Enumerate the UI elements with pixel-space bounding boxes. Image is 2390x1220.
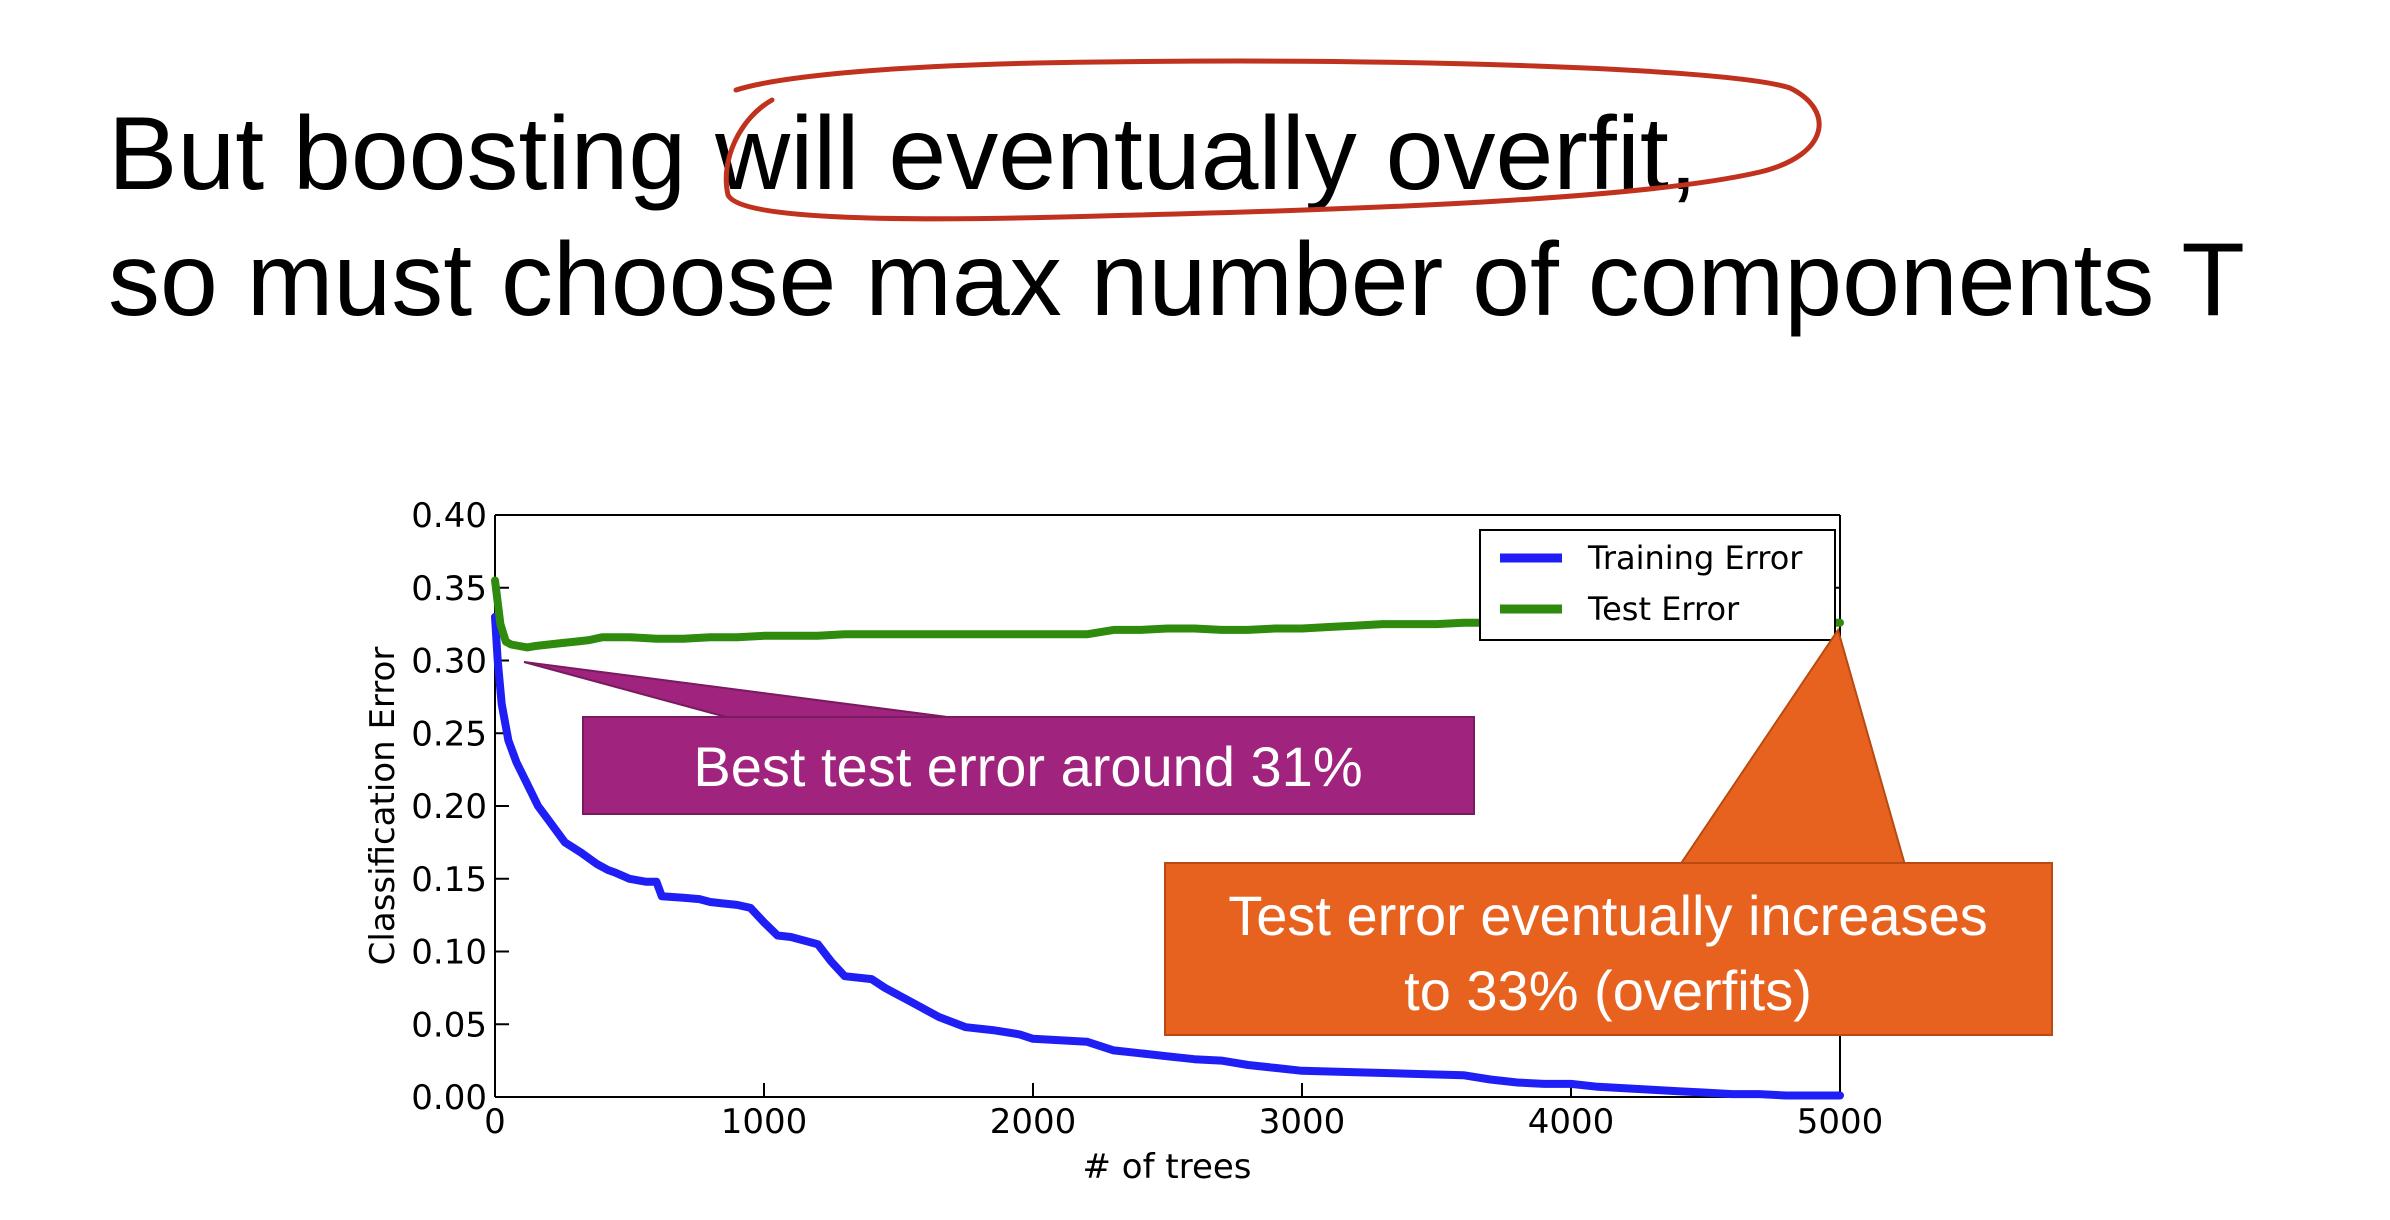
callout-overfit-text-line-1: Test error eventually increases [1228,884,1987,947]
legend-label-training: Training Error [1587,539,1803,577]
callout-best-test-error: Best test error around 31% [523,661,1475,815]
slide-title-line-2: so must choose max number of components … [108,222,2245,338]
x-tick-label: 3000 [1259,1102,1346,1142]
series-line-training-error [491,612,1844,1100]
x-tick-label: 5000 [1797,1102,1884,1142]
y-tick-label: 0.25 [411,714,487,754]
callout-overfit-text-line-2: to 33% (overfits) [1404,959,1812,1022]
x-axis-label: # of trees [1083,1147,1252,1187]
y-axis-label: Classification Error [363,647,403,966]
x-tick-label: 2000 [990,1102,1077,1142]
callout-overfit-pointer [1678,627,1907,866]
ink-circle-annotation [723,58,1822,222]
y-tick-label: 0.40 [411,496,487,536]
callout-best-box [582,716,1475,815]
y-tick-label: 0.20 [411,787,487,827]
x-tick-label: 0 [484,1102,506,1142]
callout-overfit: Test error eventually increases to 33% (… [1164,627,2053,1036]
callout-overfit-box [1164,862,2053,1036]
series-line-test-error [491,576,1844,652]
y-tick-label: 0.35 [411,569,487,609]
legend-box [1479,529,1836,641]
slide-title-line-1: But boosting will eventually overfit, [108,96,1698,212]
x-tick-label: 4000 [1528,1102,1615,1142]
y-tick-label: 0.05 [411,1005,487,1045]
legend: Training Error Test Error [1479,529,1836,641]
callout-best-text: Best test error around 31% [693,735,1362,798]
y-tick-label: 0.10 [411,933,487,973]
x-tick-label: 1000 [721,1102,808,1142]
y-tick-label: 0.00 [411,1078,487,1118]
callout-best-pointer [523,661,956,719]
legend-label-test: Test Error [1587,590,1740,628]
y-tick-label: 0.30 [411,642,487,682]
y-tick-label: 0.15 [411,860,487,900]
